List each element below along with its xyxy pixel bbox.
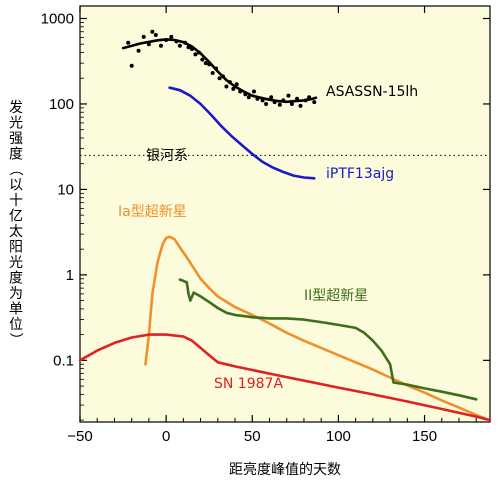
y-tick-label: 100	[49, 96, 74, 113]
asassn-data-point	[269, 95, 274, 100]
y-axis-label-char: 光	[9, 116, 23, 132]
asassn-data-point	[303, 98, 308, 103]
x-tick-label: 50	[244, 428, 261, 445]
asassn-data-point	[207, 62, 212, 67]
asassn-data-point	[243, 92, 248, 97]
asassn-data-point	[277, 102, 282, 107]
series-line-iptf13ajg	[168, 86, 316, 180]
asassn-data-point	[174, 39, 179, 44]
asassn-data-point	[210, 71, 215, 76]
y-tick-label: 0.1	[53, 352, 74, 369]
y-axis-label-char: 亿	[9, 209, 23, 225]
asassn-data-point	[126, 40, 131, 45]
y-axis-label-char: 为	[9, 286, 23, 302]
asassn-data-point	[281, 98, 286, 103]
y-axis-label-char: 阳	[9, 240, 23, 256]
y-axis-label-char: 单	[9, 302, 23, 318]
asassn-data-point	[186, 45, 191, 50]
asassn-data-point	[312, 100, 317, 105]
asassn-data-point	[214, 66, 219, 71]
asassn-data-point	[264, 101, 269, 106]
asassn-data-point	[136, 48, 141, 53]
y-axis-label-char: 度	[9, 271, 23, 287]
asassn-data-point	[196, 50, 201, 55]
asassn-data-point	[164, 38, 169, 43]
asassn-data-point	[295, 96, 300, 101]
y-axis-label-char: 强	[9, 131, 23, 147]
asassn-data-point	[234, 82, 239, 87]
asassn-data-point	[251, 89, 256, 94]
asassn-data-point	[200, 57, 205, 62]
y-axis-label-char: 度	[9, 147, 23, 163]
asassn-data-point	[227, 80, 232, 85]
asassn-data-point	[272, 100, 277, 105]
asassn-data-point	[231, 86, 236, 91]
asassn-data-point	[150, 29, 155, 34]
asassn-data-point	[153, 33, 158, 38]
y-tick-label: 1000	[41, 10, 74, 27]
x-tick-label: −50	[67, 428, 92, 445]
asassn-data-point	[141, 34, 146, 39]
asassn-data-point	[246, 95, 251, 100]
y-axis-label-char: 发	[9, 100, 23, 116]
y-axis-label-char: ）	[7, 333, 23, 347]
series-line-ia-	[144, 235, 487, 420]
asassn-data-point	[289, 101, 294, 106]
y-axis-label-char: 位	[9, 317, 23, 333]
x-tick-label: 150	[412, 428, 437, 445]
y-tick-label: 10	[57, 181, 74, 198]
label-asassn: ASASSN-15lh	[326, 84, 418, 100]
label-milky-way: 银河系	[146, 148, 188, 164]
label-iptf: iPTF13ajg	[326, 166, 394, 182]
series-line-ii-	[178, 278, 478, 401]
plot-background	[79, 5, 491, 423]
asassn-data-point	[169, 34, 174, 39]
asassn-data-point	[224, 84, 229, 89]
y-axis-label-char: 十	[9, 193, 23, 209]
asassn-data-point	[177, 43, 182, 48]
asassn-data-point	[260, 98, 265, 103]
asassn-points-layer	[126, 29, 317, 108]
asassn-data-point	[146, 42, 151, 47]
x-tick-label: 100	[326, 428, 351, 445]
asassn-data-point	[129, 63, 134, 68]
asassn-data-point	[220, 74, 225, 79]
x-axis-label: 距亮度峰值的天数	[229, 461, 341, 478]
asassn-data-point	[217, 76, 222, 81]
y-tick-label: 1	[66, 267, 74, 284]
label-sn1987a: SN 1987A	[214, 376, 283, 392]
asassn-data-point	[189, 46, 194, 51]
asassn-data-point	[298, 103, 303, 108]
y-axis-label-char: 光	[9, 255, 23, 271]
asassn-data-point	[203, 61, 208, 66]
asassn-data-point	[158, 43, 163, 48]
asassn-data-point	[183, 40, 188, 45]
label-ii: II型超新星	[304, 288, 368, 304]
y-axis-label-char: （	[7, 162, 23, 176]
label-ia: Ia型超新星	[118, 204, 187, 220]
axis-ticks: −50 0 50 100 150 0.1 1 10 100 1000	[41, 6, 490, 445]
asassn-data-point	[286, 93, 291, 98]
asassn-data-point	[307, 95, 312, 100]
y-axis-label-char: 以	[9, 178, 23, 194]
asassn-data-point	[255, 96, 260, 101]
series-line-sn-1987a	[78, 333, 492, 422]
x-tick-label: 0	[162, 428, 170, 445]
asassn-data-point	[193, 52, 198, 57]
y-axis-label-char: 太	[9, 224, 23, 240]
asassn-data-point	[238, 89, 243, 94]
